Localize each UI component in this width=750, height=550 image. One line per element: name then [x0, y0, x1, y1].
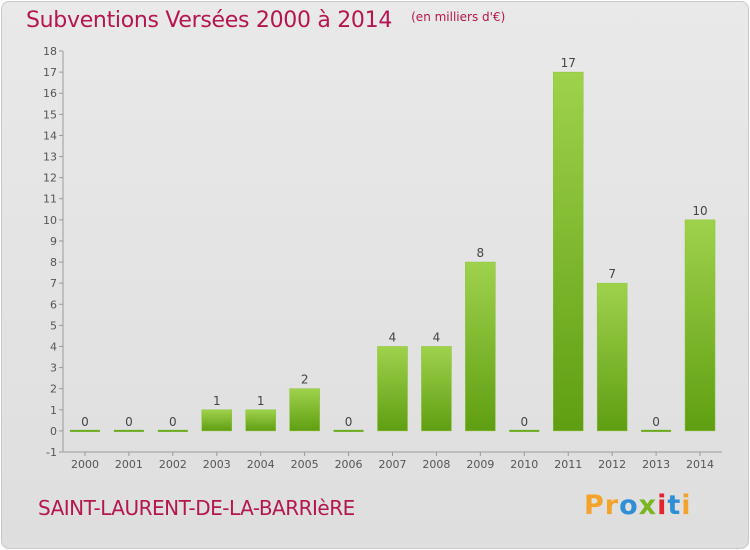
y-tick-label: 4 [50, 340, 57, 353]
y-tick-label: 6 [50, 298, 57, 311]
commune-name: SAINT-LAURENT-DE-LA-BARRIèRE [38, 496, 355, 520]
y-tick-label: 11 [43, 193, 57, 206]
y-tick-label: 5 [50, 319, 57, 332]
bar-value-label: 4 [389, 330, 397, 344]
y-tick-label: -1 [46, 446, 57, 459]
x-tick-label: 2012 [598, 458, 626, 471]
bar-value-label: 4 [433, 330, 441, 344]
bar-value-label: 0 [169, 415, 177, 429]
x-tick-label: 2010 [510, 458, 538, 471]
y-tick-label: 1 [50, 404, 57, 417]
logo-letters-1: Pr [584, 490, 620, 521]
bar-value-label: 10 [692, 204, 707, 218]
y-tick-label: 3 [50, 362, 57, 375]
bar [201, 409, 233, 432]
bar [684, 219, 716, 432]
bar-value-label: 8 [477, 246, 485, 260]
bar-value-label: 0 [652, 415, 660, 429]
x-tick-label: 2006 [335, 458, 363, 471]
logo-letters-6: i [681, 490, 692, 521]
y-tick-label: 14 [43, 129, 57, 142]
chart-bars [69, 71, 716, 432]
bar [289, 388, 320, 432]
logo-letters-5: t [667, 490, 682, 521]
proxiti-logo[interactable]: Proxiti [584, 490, 692, 521]
bar [596, 282, 628, 432]
y-tick-label: 2 [50, 383, 57, 396]
x-tick-label: 2005 [291, 458, 319, 471]
x-tick-label: 2011 [554, 458, 582, 471]
x-tick-label: 2009 [466, 458, 494, 471]
x-tick-label: 2013 [642, 458, 670, 471]
y-tick-label: 15 [43, 108, 57, 121]
bar-value-label: 0 [125, 415, 133, 429]
y-tick-label: 16 [43, 87, 57, 100]
title-row: Subventions Versées 2000 à 2014 (en mill… [26, 8, 505, 33]
y-tick-label: 12 [43, 172, 57, 185]
y-tick-label: 8 [50, 256, 57, 269]
bar-value-label: 7 [608, 267, 616, 281]
logo-letters-2: o [619, 490, 639, 521]
logo-letters-4: i [657, 490, 668, 521]
bar-value-label: 2 [301, 373, 309, 387]
x-tick-label: 2002 [159, 458, 187, 471]
x-tick-label: 2001 [115, 458, 143, 471]
x-tick-label: 2008 [422, 458, 450, 471]
chart-title: Subventions Versées 2000 à 2014 [26, 8, 393, 33]
bar-value-label: 17 [561, 56, 576, 70]
chart-subtitle: (en milliers d'€) [411, 10, 506, 24]
y-tick-label: 0 [50, 425, 57, 438]
bar-value-label: 0 [520, 415, 528, 429]
bar [377, 346, 408, 432]
bar [552, 71, 584, 432]
x-tick-label: 2007 [379, 458, 407, 471]
y-tick-label: 13 [43, 151, 57, 164]
y-tick-label: 10 [43, 214, 57, 227]
y-tick-label: 17 [43, 66, 57, 79]
logo-letters-3: x [638, 490, 658, 521]
y-tick-label: 7 [50, 277, 57, 290]
y-tick-label: 9 [50, 235, 57, 248]
bar-value-label: 1 [257, 394, 265, 408]
x-tick-label: 2014 [686, 458, 714, 471]
bar-value-label: 1 [213, 394, 221, 408]
bar-value-label: 0 [81, 415, 89, 429]
y-tick-label: 18 [43, 45, 57, 58]
x-tick-label: 2003 [203, 458, 231, 471]
bar-value-label: 0 [345, 415, 353, 429]
bar [421, 346, 452, 432]
x-tick-label: 2000 [71, 458, 99, 471]
bar [245, 409, 276, 432]
bar [465, 261, 496, 432]
chart-labels: 0 0 0 1 1 2 0 4 4 8 0 17 7 0 10 [81, 56, 708, 429]
x-tick-label: 2004 [247, 458, 275, 471]
